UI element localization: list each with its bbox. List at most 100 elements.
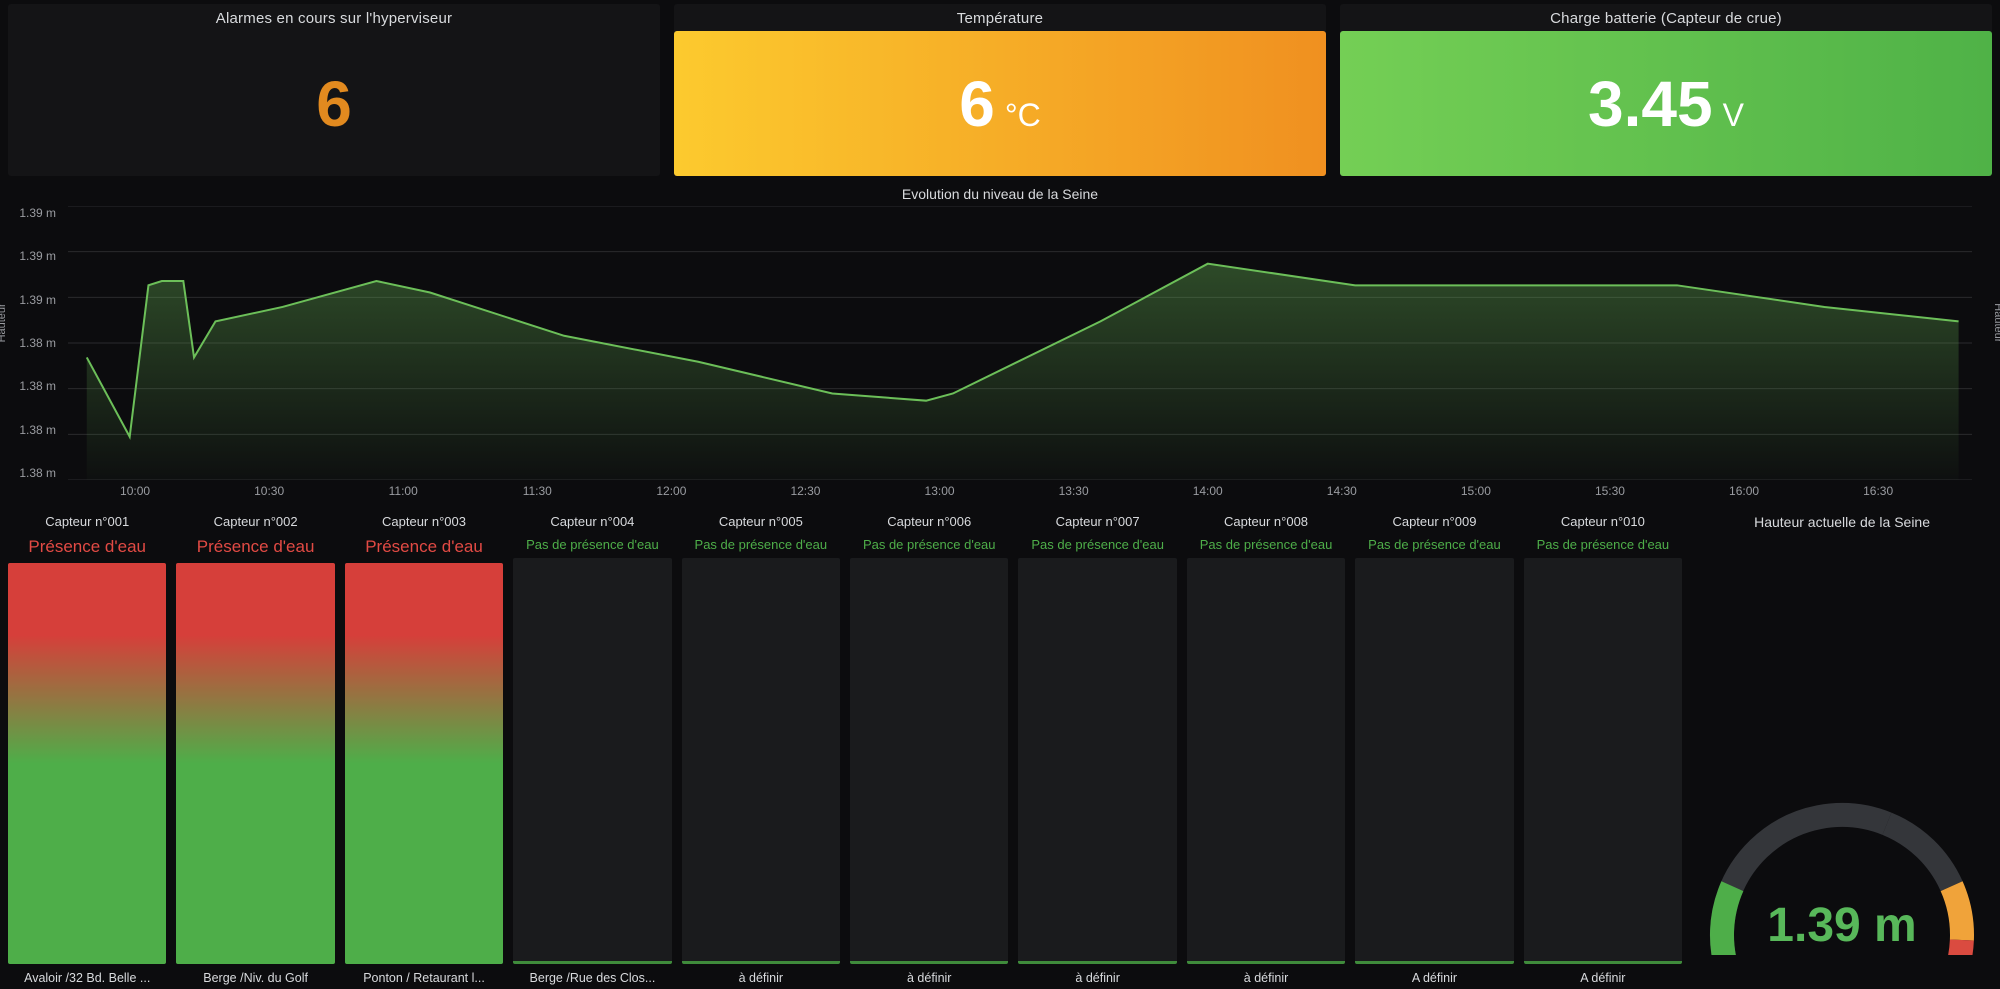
x-tick: 11:00 bbox=[389, 484, 418, 498]
x-tick: 12:00 bbox=[656, 484, 686, 498]
sensor-status: Pas de présence d'eau bbox=[1187, 537, 1345, 558]
sensor-bar bbox=[8, 563, 166, 964]
sensor-location: à définir bbox=[682, 964, 840, 989]
chart-area: Hauteur Hauteur 1.39 m1.39 m1.39 m1.38 m… bbox=[8, 206, 1992, 506]
panel-alarms[interactable]: Alarmes en cours sur l'hyperviseur 6 bbox=[8, 4, 660, 176]
sensor-location: à définir bbox=[1018, 964, 1176, 989]
x-tick: 15:00 bbox=[1461, 484, 1491, 498]
sensor-status: Pas de présence d'eau bbox=[1018, 537, 1176, 558]
sensor-location: Berge /Niv. du Golf bbox=[176, 964, 334, 989]
x-axis: 10:00 10:30 11:00 11:30 12:00 12:30 13:00 13:30… bbox=[68, 484, 1972, 502]
sensor-status: Présence d'eau bbox=[8, 537, 166, 563]
sensor-5[interactable]: Capteur n°005Pas de présence d'eau à défi… bbox=[682, 510, 840, 989]
alarm-value: 6 bbox=[316, 67, 352, 141]
sensor-7[interactable]: Capteur n°007Pas de présence d'eau à défi… bbox=[1018, 510, 1176, 989]
sensor-8[interactable]: Capteur n°008Pas de présence d'eau à défi… bbox=[1187, 510, 1345, 989]
sensor-status: Pas de présence d'eau bbox=[850, 537, 1008, 558]
sensor-bar bbox=[345, 563, 503, 964]
stat-body: 6 bbox=[8, 31, 660, 176]
y-tick: 1.39 m bbox=[8, 293, 56, 307]
sensor-status: Pas de présence d'eau bbox=[682, 537, 840, 558]
sensor-6[interactable]: Capteur n°006Pas de présence d'eau à défi… bbox=[850, 510, 1008, 989]
sensor-bar bbox=[1355, 558, 1513, 964]
sensor-1[interactable]: Capteur n°001Présence d'eau Avaloir /32 B… bbox=[8, 510, 166, 989]
x-tick: 10:30 bbox=[254, 484, 284, 498]
x-tick: 13:30 bbox=[1059, 484, 1089, 498]
sensor-bar bbox=[1524, 558, 1682, 964]
y-axis-label-right: Hauteur bbox=[1992, 303, 2000, 342]
y-tick: 1.39 m bbox=[8, 249, 56, 263]
sensor-status: Pas de présence d'eau bbox=[513, 537, 671, 558]
y-tick: 1.39 m bbox=[8, 206, 56, 220]
sensor-location: à définir bbox=[1187, 964, 1345, 989]
sensor-title: Capteur n°002 bbox=[176, 510, 334, 537]
dashboard: Alarmes en cours sur l'hyperviseur 6 Tem… bbox=[0, 0, 2000, 989]
sensor-status: Pas de présence d'eau bbox=[1524, 537, 1682, 558]
sensor-9[interactable]: Capteur n°009Pas de présence d'eau A défi… bbox=[1355, 510, 1513, 989]
x-tick: 14:00 bbox=[1193, 484, 1223, 498]
batt-value: 3.45 V bbox=[1588, 67, 1744, 141]
x-tick: 12:30 bbox=[790, 484, 820, 498]
sensor-status: Présence d'eau bbox=[345, 537, 503, 563]
sensor-location: A définir bbox=[1524, 964, 1682, 989]
x-tick: 15:30 bbox=[1595, 484, 1625, 498]
chart-title: Evolution du niveau de la Seine bbox=[8, 182, 1992, 206]
sensor-title: Capteur n°004 bbox=[513, 510, 671, 537]
x-tick: 10:00 bbox=[120, 484, 150, 498]
panel-battery[interactable]: Charge batterie (Capteur de crue) 3.45 V bbox=[1340, 4, 1992, 176]
x-tick: 14:30 bbox=[1327, 484, 1357, 498]
sensor-location: A définir bbox=[1355, 964, 1513, 989]
panel-title: Charge batterie (Capteur de crue) bbox=[1340, 4, 1992, 31]
stat-body: 3.45 V bbox=[1340, 31, 1992, 176]
sensor-3[interactable]: Capteur n°003Présence d'eau Ponton / Reta… bbox=[345, 510, 503, 989]
panel-chart[interactable]: Evolution du niveau de la Seine Hauteur … bbox=[8, 182, 1992, 506]
gauge-wrap: 1.39 m bbox=[1692, 538, 1992, 989]
sensor-title: Capteur n°006 bbox=[850, 510, 1008, 537]
sensor-bar bbox=[1018, 558, 1176, 964]
sensor-status: Présence d'eau bbox=[176, 537, 334, 563]
bottom-row: Capteur n°001Présence d'eauAvaloir /32 B… bbox=[0, 506, 2000, 989]
plot bbox=[68, 206, 1972, 480]
x-tick: 11:30 bbox=[523, 484, 552, 498]
sensor-bar bbox=[1187, 558, 1345, 964]
temp-number: 6 bbox=[959, 67, 995, 141]
sensor-location: Berge /Rue des Clos... bbox=[513, 964, 671, 989]
sensor-location: Avaloir /32 Bd. Belle ... bbox=[8, 964, 166, 989]
sensor-2[interactable]: Capteur n°002Présence d'eau Berge /Niv. d… bbox=[176, 510, 334, 989]
sensor-4[interactable]: Capteur n°004Pas de présence d'eau Berge … bbox=[513, 510, 671, 989]
sensor-location: Ponton / Retaurant l... bbox=[345, 964, 503, 989]
gauge-title: Hauteur actuelle de la Seine bbox=[1754, 510, 1930, 538]
y-tick: 1.38 m bbox=[8, 379, 56, 393]
sensor-title: Capteur n°001 bbox=[8, 510, 166, 537]
stat-body: 6 °C bbox=[674, 31, 1326, 176]
sensor-title: Capteur n°010 bbox=[1524, 510, 1682, 537]
sensor-10[interactable]: Capteur n°010Pas de présence d'eau A défi… bbox=[1524, 510, 1682, 989]
batt-unit: V bbox=[1723, 97, 1744, 134]
sensor-title: Capteur n°003 bbox=[345, 510, 503, 537]
y-axis-label-left: Hauteur bbox=[0, 303, 8, 342]
gauge-value: 1.39 m bbox=[1767, 899, 1916, 952]
sensor-status: Pas de présence d'eau bbox=[1355, 537, 1513, 558]
batt-number: 3.45 bbox=[1588, 67, 1713, 141]
panel-title: Température bbox=[674, 4, 1326, 31]
sensor-bar bbox=[682, 558, 840, 964]
sensor-bar bbox=[850, 558, 1008, 964]
temp-value: 6 °C bbox=[959, 67, 1041, 141]
sensor-title: Capteur n°009 bbox=[1355, 510, 1513, 537]
y-axis: 1.39 m1.39 m1.39 m1.38 m1.38 m1.38 m1.38… bbox=[8, 206, 62, 480]
x-tick: 13:00 bbox=[925, 484, 955, 498]
panel-gauge[interactable]: Hauteur actuelle de la Seine 1.39 m bbox=[1692, 510, 1992, 989]
y-tick: 1.38 m bbox=[8, 423, 56, 437]
panel-title: Alarmes en cours sur l'hyperviseur bbox=[8, 4, 660, 31]
top-row: Alarmes en cours sur l'hyperviseur 6 Tem… bbox=[0, 4, 2000, 176]
y-tick: 1.38 m bbox=[8, 466, 56, 480]
sensor-title: Capteur n°008 bbox=[1187, 510, 1345, 537]
sensor-bar bbox=[176, 563, 334, 964]
panel-temperature[interactable]: Température 6 °C bbox=[674, 4, 1326, 176]
sensor-title: Capteur n°005 bbox=[682, 510, 840, 537]
sensor-title: Capteur n°007 bbox=[1018, 510, 1176, 537]
x-tick: 16:00 bbox=[1729, 484, 1759, 498]
sensor-location: à définir bbox=[850, 964, 1008, 989]
chart-svg bbox=[68, 206, 1972, 480]
sensor-bar bbox=[513, 558, 671, 964]
